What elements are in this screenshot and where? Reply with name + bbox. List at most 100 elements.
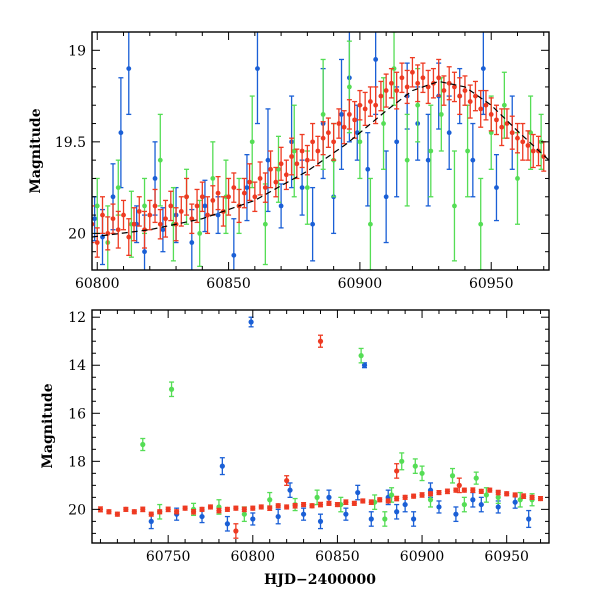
bottom-green-data-point — [382, 511, 388, 527]
top-blue-data-point — [446, 95, 452, 170]
point-marker — [415, 80, 421, 86]
point-marker — [336, 121, 342, 126]
point-marker — [300, 511, 307, 517]
bottom-red-data-point — [317, 501, 324, 508]
top-red-data-point — [457, 77, 463, 116]
point-marker — [525, 143, 531, 148]
point-marker — [378, 93, 384, 99]
point-marker — [521, 493, 527, 499]
point-marker — [361, 362, 368, 368]
top-green-data-point — [275, 135, 281, 203]
point-marker — [258, 504, 264, 510]
bottom-x-tick-label: 60750 — [146, 549, 191, 565]
point-marker — [126, 66, 132, 72]
point-marker — [530, 148, 536, 154]
top-red-data-point — [126, 218, 132, 257]
bottom-red-data-point — [410, 493, 417, 499]
top-green-data-point — [465, 104, 471, 198]
top-green-data-point — [115, 159, 121, 216]
point-marker — [394, 88, 400, 93]
bottom-red-data-point — [453, 487, 459, 493]
top-green-data-point — [478, 177, 484, 270]
top-blue-data-point — [480, 32, 486, 116]
point-marker — [148, 518, 154, 524]
bottom-blue-data-point — [250, 512, 256, 526]
top-series-green — [94, 32, 544, 270]
point-marker — [248, 319, 254, 325]
point-marker — [197, 230, 203, 236]
point-marker — [499, 124, 505, 130]
top-red-data-point — [157, 208, 163, 240]
bottom-blue-data-point — [219, 457, 225, 476]
point-marker — [157, 157, 163, 163]
point-marker — [394, 495, 400, 502]
bottom-y-tick-label: 12 — [68, 310, 86, 326]
point-marker — [121, 212, 126, 218]
bottom-red-data-point — [284, 475, 290, 487]
point-marker — [331, 139, 337, 145]
point-marker — [334, 501, 341, 508]
point-marker — [123, 506, 129, 512]
point-marker — [317, 501, 324, 508]
top-red-data-point — [383, 73, 389, 108]
bottom-blue-data-point — [287, 482, 293, 499]
point-marker — [357, 139, 363, 145]
top-red-data-point — [163, 199, 169, 238]
bottom-red-data-point — [326, 500, 332, 506]
top-green-data-point — [381, 77, 387, 170]
top-red-data-point — [131, 207, 137, 242]
point-marker — [300, 501, 307, 508]
top-red-data-point — [478, 89, 484, 128]
bottom-panel-marks — [97, 316, 544, 539]
bottom-red-data-point — [478, 488, 484, 494]
point-marker — [495, 494, 501, 500]
top-blue-data-point — [202, 179, 208, 233]
point-marker — [520, 139, 526, 145]
bottom-red-data-point — [377, 497, 383, 503]
point-marker — [283, 172, 289, 178]
top-red-data-point — [488, 97, 494, 132]
point-marker — [526, 516, 532, 522]
bottom-red-data-point — [402, 494, 408, 500]
top-green-data-point — [157, 113, 163, 207]
top-blue-data-point — [92, 196, 98, 242]
bottom-y-tick-label: 18 — [68, 454, 86, 470]
bottom-red-data-point — [343, 499, 349, 505]
point-marker — [438, 111, 444, 117]
point-marker — [394, 509, 400, 515]
point-marker — [226, 194, 231, 200]
bottom-blue-data-point — [453, 506, 459, 523]
point-marker — [385, 498, 391, 504]
bottom-green-data-point — [461, 496, 467, 513]
point-marker — [131, 509, 137, 515]
bottom-red-data-point — [300, 501, 307, 508]
bottom-red-data-point — [444, 488, 451, 495]
top-blue-data-point — [493, 154, 499, 222]
point-marker — [399, 75, 405, 81]
point-marker — [382, 516, 388, 522]
point-marker — [402, 494, 408, 500]
point-marker — [427, 491, 434, 497]
bottom-x-axis-label: HJD−2400000 — [264, 572, 376, 588]
point-marker — [194, 203, 200, 209]
point-marker — [341, 124, 347, 130]
point-marker — [346, 111, 352, 117]
point-marker — [339, 111, 344, 117]
bottom-red-data-point — [250, 505, 256, 511]
top-red-data-point — [268, 150, 274, 189]
bottom-green-data-point — [473, 471, 479, 485]
point-marker — [205, 212, 210, 218]
point-marker — [309, 503, 315, 509]
point-marker — [357, 102, 363, 108]
top-x-tick-label: 60850 — [206, 276, 251, 292]
point-marker — [428, 148, 434, 154]
point-marker — [446, 80, 452, 86]
point-marker — [92, 216, 98, 222]
point-marker — [436, 75, 442, 81]
top-red-data-point — [304, 144, 310, 176]
point-marker — [453, 511, 459, 517]
point-marker — [501, 102, 507, 108]
point-marker — [247, 179, 252, 185]
point-marker — [358, 353, 364, 359]
bottom-red-data-point — [360, 498, 366, 504]
